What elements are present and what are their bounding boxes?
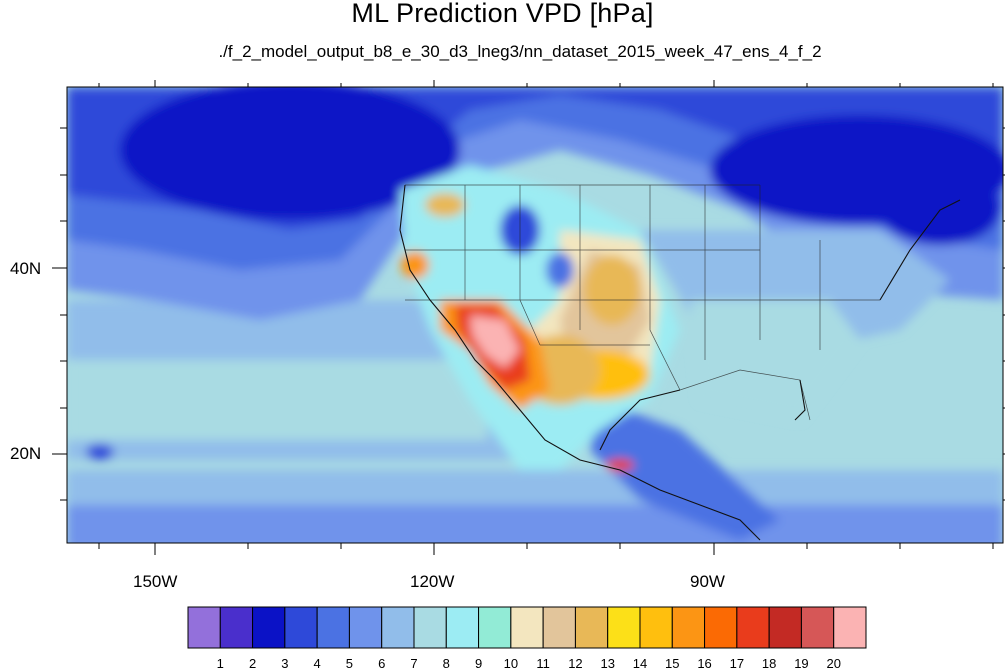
colorbar-swatch [542, 606, 576, 649]
map-subtitle: ./f_2_model_output_b8_e_30_d3_lneg3/nn_d… [218, 42, 822, 61]
colorbar-label: 11 [536, 656, 550, 671]
colorbar-label: 10 [503, 656, 519, 671]
colorbar-swatch [413, 606, 447, 649]
colorbar-label: 18 [761, 656, 777, 671]
colorbar-swatch [768, 606, 802, 649]
colorbar-swatch [187, 606, 221, 649]
colorbar-swatch [607, 606, 641, 649]
colorbar-swatch [736, 606, 770, 649]
colorbar-label: 14 [632, 656, 648, 671]
colorbar-swatch [219, 606, 254, 649]
colorbar-swatch [510, 606, 544, 649]
map-title: ML Prediction VPD [hPa] [351, 0, 654, 28]
lon-label-120w: 120W [410, 572, 455, 591]
colorbar-swatch [574, 606, 609, 649]
colorbar-swatch [381, 606, 415, 649]
lat-label-20n: 20N [10, 444, 42, 463]
lon-label-150w: 150W [133, 572, 178, 591]
colorbar-label: 12 [568, 656, 583, 671]
lon-label-90w: 90W [690, 572, 725, 591]
colorbar-label: 8 [442, 656, 450, 671]
colorbar-label: 6 [378, 656, 386, 671]
colorbar-label: 17 [729, 656, 745, 671]
colorbar-swatch [316, 606, 350, 649]
colorbar-label: 15 [665, 656, 680, 671]
colorbar-label: 9 [474, 656, 483, 671]
colorbar-label: 19 [794, 656, 809, 671]
colorbar-swatch [445, 606, 480, 649]
colorbar-label: 20 [826, 656, 841, 671]
colorbar-swatch [833, 606, 867, 649]
colorbar [187, 606, 867, 649]
colorbar-swatch [800, 606, 835, 649]
colorbar-swatch [478, 606, 512, 649]
colorbar-label: 16 [697, 656, 712, 671]
map-field [67, 87, 1003, 543]
colorbar-swatch [639, 606, 673, 649]
colorbar-swatch [671, 606, 706, 649]
colorbar-label: 2 [248, 656, 257, 671]
colorbar-label: 1 [216, 656, 224, 671]
colorbar-label: 13 [600, 656, 615, 671]
colorbar-swatch [704, 606, 738, 649]
colorbar-swatch [252, 606, 286, 649]
colorbar-label: 5 [345, 656, 354, 671]
colorbar-label: 7 [410, 656, 418, 671]
colorbar-label: 4 [313, 656, 321, 671]
colorbar-swatch [348, 606, 383, 649]
colorbar-swatch [284, 606, 318, 649]
colorbar-label: 3 [281, 656, 289, 671]
lat-label-40n: 40N [10, 259, 42, 278]
